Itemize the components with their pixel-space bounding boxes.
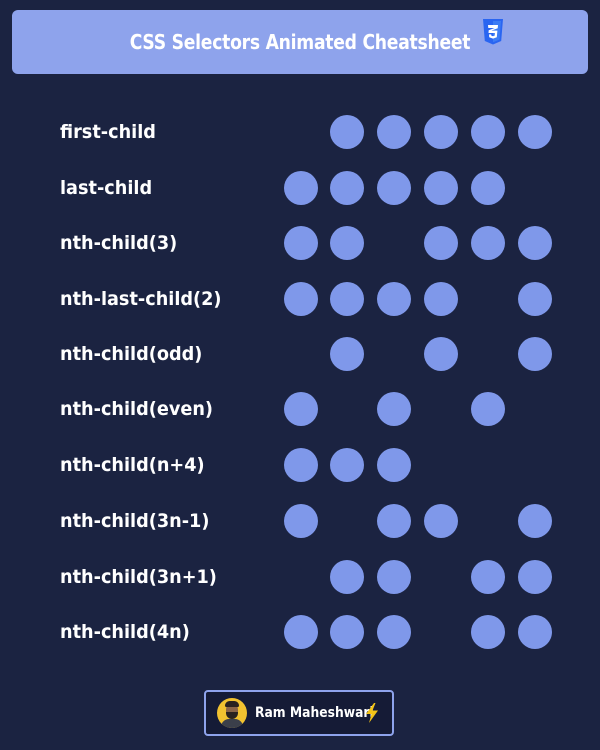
selector-row: nth-child(4n) (0, 612, 600, 652)
selector-label: first-child (60, 121, 156, 143)
avatar-icon (217, 698, 247, 728)
selector-row: nth-child(n+4) (0, 445, 600, 485)
css3-shield-icon (483, 19, 503, 45)
selected-child-dot (471, 560, 505, 594)
selected-child-dot (518, 282, 552, 316)
selected-child-dot (284, 226, 318, 260)
selector-row: nth-child(3) (0, 223, 600, 263)
selected-child-dot (330, 337, 364, 371)
selector-label: nth-child(4n) (60, 621, 190, 643)
selected-child-dot (330, 448, 364, 482)
selected-child-dot (284, 448, 318, 482)
selected-child-dot (330, 560, 364, 594)
author-badge: Ram Maheshwari (204, 690, 394, 736)
selected-child-dot (424, 171, 458, 205)
selected-child-dot (518, 115, 552, 149)
selector-label: nth-child(even) (60, 398, 213, 420)
selected-child-dot (330, 171, 364, 205)
lightning-bolt-icon (366, 703, 378, 723)
selector-label: nth-child(3n-1) (60, 510, 210, 532)
selected-child-dot (284, 282, 318, 316)
selector-label: nth-child(odd) (60, 343, 203, 365)
selector-row: last-child (0, 168, 600, 208)
selected-child-dot (518, 226, 552, 260)
selector-row: nth-child(3n+1) (0, 557, 600, 597)
selector-label: nth-last-child(2) (60, 288, 222, 310)
selected-child-dot (284, 171, 318, 205)
selector-row: nth-child(3n-1) (0, 501, 600, 541)
selected-child-dot (471, 615, 505, 649)
selected-child-dot (424, 282, 458, 316)
selected-child-dot (377, 115, 411, 149)
page-title: CSS Selectors Animated Cheatsheet (129, 30, 471, 54)
selected-child-dot (471, 171, 505, 205)
selected-child-dot (471, 115, 505, 149)
selector-label: nth-child(3) (60, 232, 178, 254)
selector-label: nth-child(n+4) (60, 454, 205, 476)
selector-row: nth-last-child(2) (0, 279, 600, 319)
selected-child-dot (424, 226, 458, 260)
selected-child-dot (471, 226, 505, 260)
selected-child-dot (424, 504, 458, 538)
selected-child-dot (377, 448, 411, 482)
selected-child-dot (471, 392, 505, 426)
selected-child-dot (518, 560, 552, 594)
selected-child-dot (424, 337, 458, 371)
selected-child-dot (377, 392, 411, 426)
selector-row: nth-child(odd) (0, 334, 600, 374)
selected-child-dot (424, 115, 458, 149)
selected-child-dot (330, 226, 364, 260)
selected-child-dot (377, 504, 411, 538)
selected-child-dot (377, 171, 411, 205)
selector-label: nth-child(3n+1) (60, 566, 217, 588)
selector-row: nth-child(even) (0, 389, 600, 429)
selected-child-dot (330, 115, 364, 149)
author-name: Ram Maheshwari (255, 705, 374, 721)
selected-child-dot (377, 282, 411, 316)
selected-child-dot (330, 282, 364, 316)
selected-child-dot (518, 337, 552, 371)
selected-child-dot (377, 560, 411, 594)
selected-child-dot (518, 615, 552, 649)
selected-child-dot (330, 615, 364, 649)
selected-child-dot (284, 392, 318, 426)
selected-child-dot (518, 504, 552, 538)
selector-row: first-child (0, 112, 600, 152)
selected-child-dot (284, 615, 318, 649)
selected-child-dot (377, 615, 411, 649)
selector-label: last-child (60, 177, 153, 199)
selected-child-dot (284, 504, 318, 538)
